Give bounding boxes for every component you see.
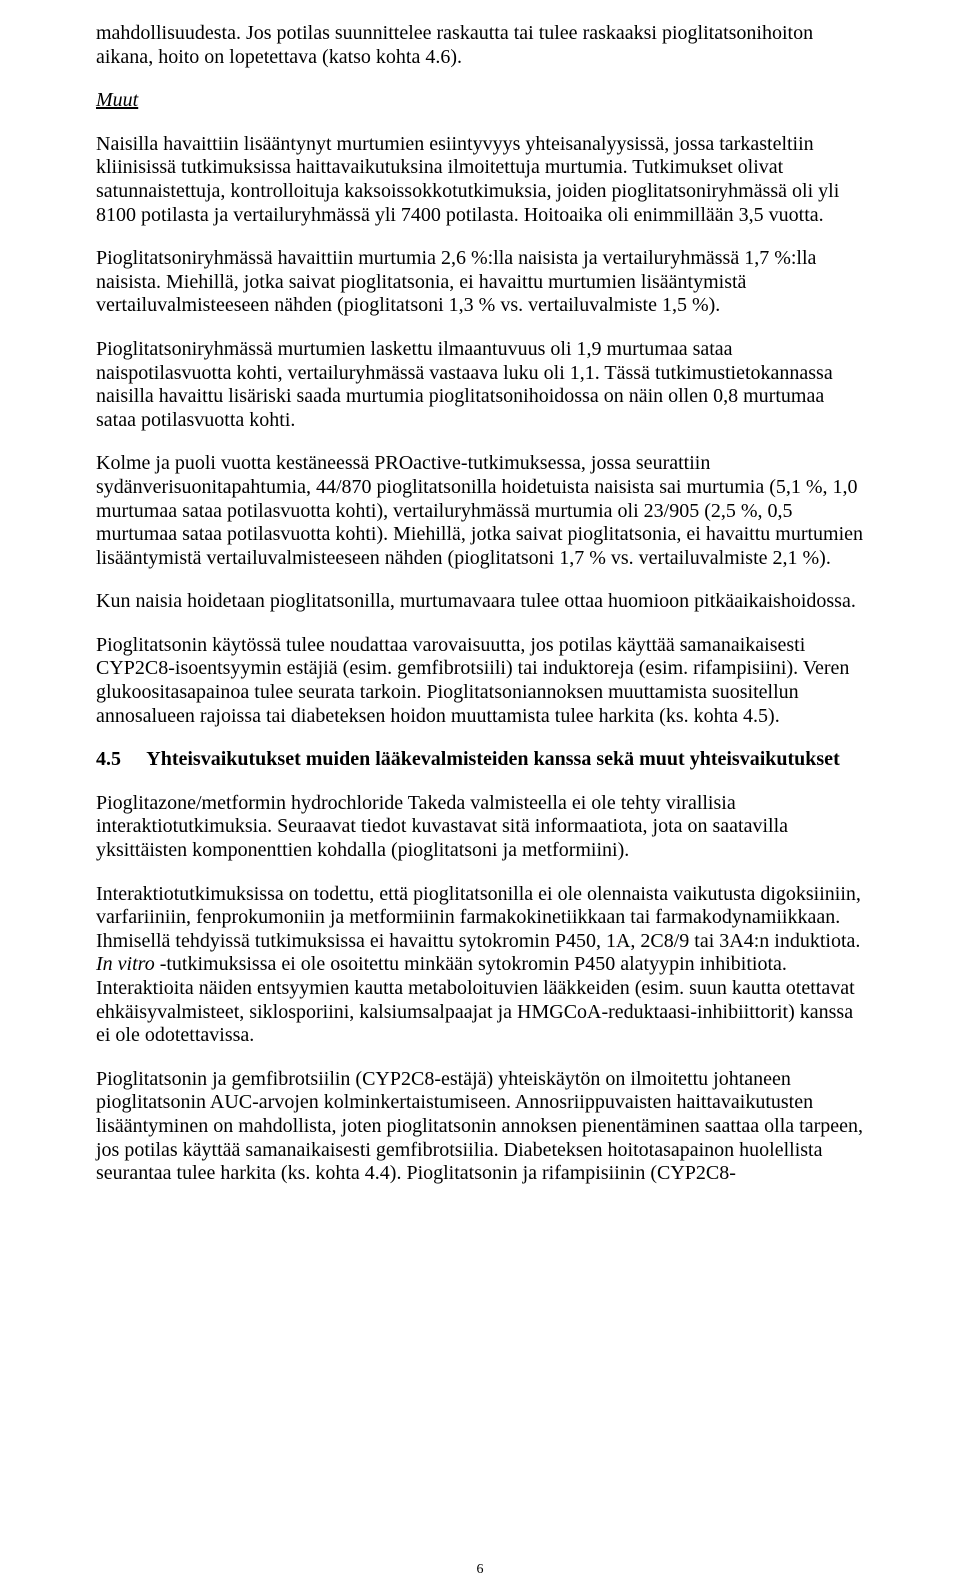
paragraph: Pioglitatsonin ja gemfibrotsiilin (CYP2C… <box>96 1068 864 1186</box>
paragraph: Interaktiotutkimuksissa on todettu, että… <box>96 883 864 1048</box>
paragraph: Pioglitatsoniryhmässä murtumien laskettu… <box>96 338 864 432</box>
paragraph: Pioglitatsoniryhmässä havaittiin murtumi… <box>96 247 864 318</box>
paragraph: Pioglitazone/metformin hydrochloride Tak… <box>96 792 864 863</box>
page-number: 6 <box>0 1562 960 1578</box>
paragraph: Pioglitatsonin käytössä tulee noudattaa … <box>96 634 864 728</box>
text-run: -tutkimuksissa ei ole osoitettu minkään … <box>96 953 855 1046</box>
document-page: mahdollisuudesta. Jos potilas suunnittel… <box>0 0 960 1186</box>
text-run: Interaktiotutkimuksissa on todettu, että… <box>96 883 861 952</box>
paragraph: Kolme ja puoli vuotta kestäneessä PROact… <box>96 452 864 570</box>
section-heading-4-5: 4.5 Yhteisvaikutukset muiden lääkevalmis… <box>96 748 864 772</box>
paragraph: mahdollisuudesta. Jos potilas suunnittel… <box>96 22 864 69</box>
paragraph: Naisilla havaittiin lisääntynyt murtumie… <box>96 133 864 227</box>
section-title: Yhteisvaikutukset muiden lääkevalmisteid… <box>146 748 839 770</box>
subheading-muut: Muut <box>96 89 864 113</box>
section-number: 4.5 <box>96 748 142 772</box>
paragraph: Kun naisia hoidetaan pioglitatsonilla, m… <box>96 590 864 614</box>
text-run-italic: In vitro <box>96 953 155 975</box>
